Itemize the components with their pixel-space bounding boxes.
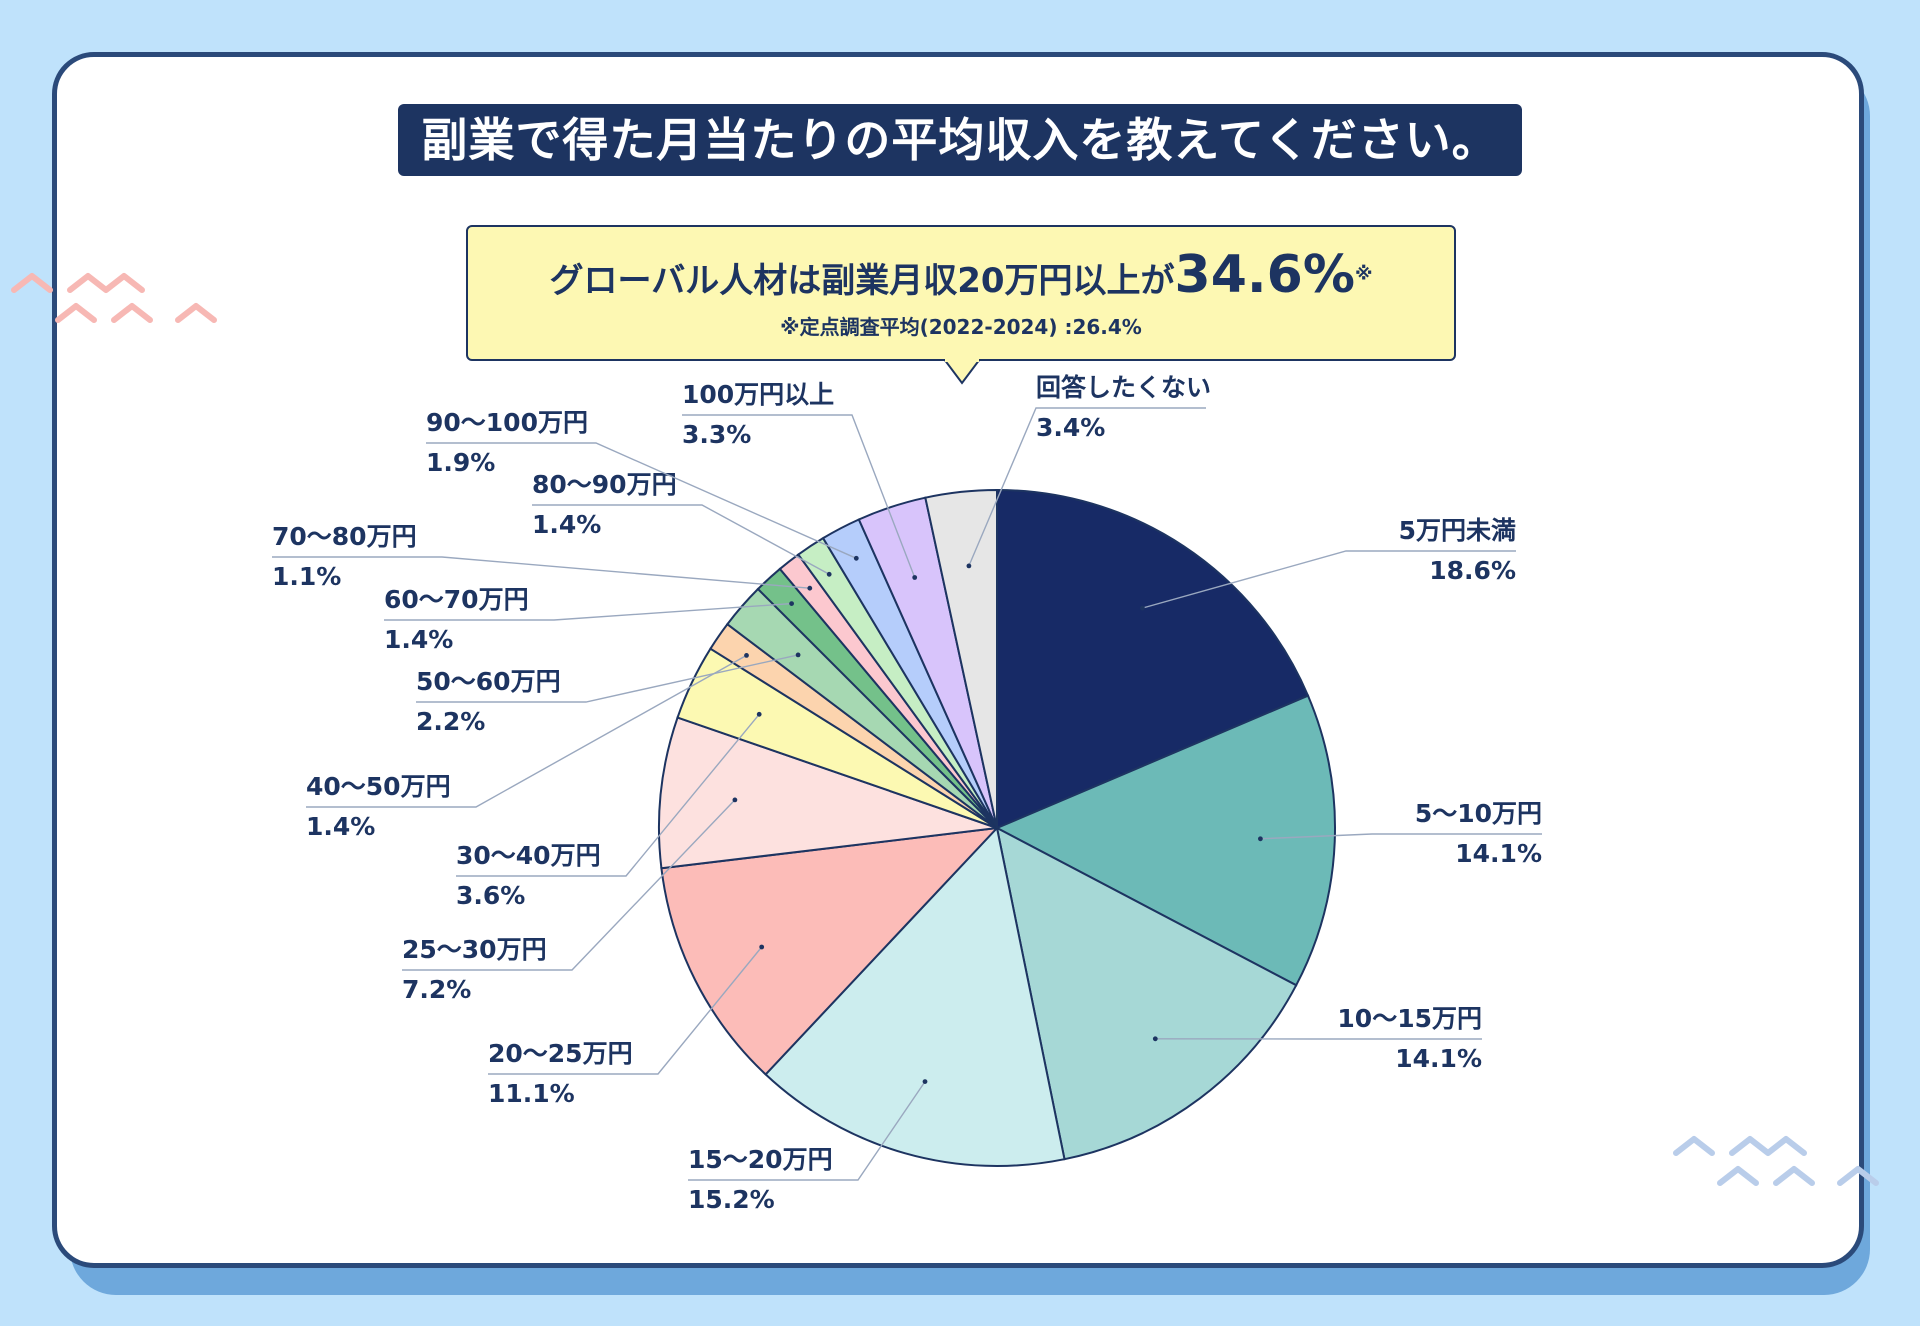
callout-mark: ※ xyxy=(1354,263,1373,285)
slice-label-1: 5万円未満 xyxy=(1399,516,1516,545)
slice-value-10: 1.4% xyxy=(384,625,453,654)
leader-line-4 xyxy=(688,1081,926,1181)
leader-dot-4 xyxy=(922,1079,928,1084)
leader-line-10 xyxy=(384,602,792,621)
leader-dot-5 xyxy=(759,944,765,950)
wave-decoration-right xyxy=(1673,1136,1879,1186)
pie-slice-5 xyxy=(660,826,1000,1076)
pie-slices xyxy=(658,488,1336,1167)
slice-value-6: 7.2% xyxy=(402,975,471,1004)
callout-pointer xyxy=(944,359,980,385)
slice-value-13: 1.9% xyxy=(426,448,495,477)
callout-highlight: 34.6% xyxy=(1174,245,1355,305)
slice-value-4: 15.2% xyxy=(688,1185,775,1214)
pie-slice-2 xyxy=(994,694,1336,987)
slice-label-10: 60〜70万円 xyxy=(384,585,529,614)
leader-line-15 xyxy=(968,407,1206,567)
leader-dot-14 xyxy=(912,575,918,580)
slice-value-8: 1.4% xyxy=(306,812,375,841)
slice-label-12: 80〜90万円 xyxy=(532,470,677,499)
slice-label-2: 5〜10万円 xyxy=(1415,799,1542,828)
wave-decoration-left xyxy=(11,273,217,323)
slice-label-7: 30〜40万円 xyxy=(456,841,601,870)
slice-value-5: 11.1% xyxy=(488,1079,575,1108)
slice-label-11: 70〜80万円 xyxy=(272,522,417,551)
leader-dot-12 xyxy=(826,571,832,577)
leader-dot-3 xyxy=(1152,1036,1158,1042)
pie-slice-6 xyxy=(658,716,998,870)
leader-dot-8 xyxy=(744,653,749,658)
callout-box: グローバル人材は副業月収20万円以上が34.6%※ ※定点調査平均(2022-2… xyxy=(466,225,1456,361)
leader-line-8 xyxy=(306,654,747,808)
slice-value-1: 18.6% xyxy=(1429,556,1516,585)
pie-slice-1 xyxy=(996,488,1310,830)
pie-slice-4 xyxy=(764,825,1066,1167)
leader-line-7 xyxy=(456,713,760,877)
leader-dot-13 xyxy=(853,555,859,561)
page-title: 副業で得た月当たりの平均収入を教えてください。 xyxy=(398,104,1522,176)
slice-value-9: 2.2% xyxy=(416,707,485,736)
slice-value-12: 1.4% xyxy=(532,510,601,539)
slice-label-14: 100万円以上 xyxy=(682,380,834,409)
leader-dot-11 xyxy=(807,585,813,591)
slice-label-13: 90〜100万円 xyxy=(426,408,588,437)
slice-value-15: 3.4% xyxy=(1036,413,1105,442)
slice-label-9: 50〜60万円 xyxy=(416,667,561,696)
pie-labels: 5万円未満 18.6% 5〜10万円 14.1% 10〜15万円 14.1% 15〜20万円… xyxy=(272,373,1542,1214)
callout-text: グローバル人材は副業月収20万円以上が xyxy=(549,261,1175,301)
leader-line-9 xyxy=(416,654,799,703)
leader-dot-15 xyxy=(966,563,972,569)
leader-dot-9 xyxy=(795,652,801,658)
leader-dot-7 xyxy=(756,711,762,717)
pie-slice-15 xyxy=(924,488,998,829)
leader-dot-6 xyxy=(732,797,738,803)
slice-value-2: 14.1% xyxy=(1455,839,1542,868)
leader-line-2 xyxy=(1260,833,1542,840)
leader-line-14 xyxy=(682,414,916,578)
callout-note: ※定点調査平均(2022-2024) :26.4% xyxy=(780,315,1142,339)
pie-slice-3 xyxy=(995,826,1298,1161)
leader-line-11 xyxy=(272,556,810,589)
slice-value-14: 3.3% xyxy=(682,420,751,449)
slice-label-15: 回答したくない xyxy=(1036,373,1211,402)
leader-line-5 xyxy=(488,946,763,1075)
leader-line-12 xyxy=(532,504,830,575)
slice-label-5: 20〜25万円 xyxy=(488,1039,633,1068)
slice-label-3: 10〜15万円 xyxy=(1337,1004,1482,1033)
slice-value-7: 3.6% xyxy=(456,881,525,910)
leader-line-6 xyxy=(402,799,736,971)
leader-line-1 xyxy=(1142,550,1516,609)
slice-value-11: 1.1% xyxy=(272,562,341,591)
leader-dot-10 xyxy=(789,601,794,606)
leader-dot-1 xyxy=(1140,605,1145,611)
leader-line-13 xyxy=(426,442,857,559)
callout-main: グローバル人材は副業月収20万円以上が34.6%※ xyxy=(468,245,1454,305)
slice-value-3: 14.1% xyxy=(1395,1044,1482,1073)
slice-label-6: 25〜30万円 xyxy=(402,935,547,964)
slice-label-4: 15〜20万円 xyxy=(688,1145,833,1174)
slice-label-8: 40〜50万円 xyxy=(306,772,451,801)
leader-dot-2 xyxy=(1258,836,1263,842)
